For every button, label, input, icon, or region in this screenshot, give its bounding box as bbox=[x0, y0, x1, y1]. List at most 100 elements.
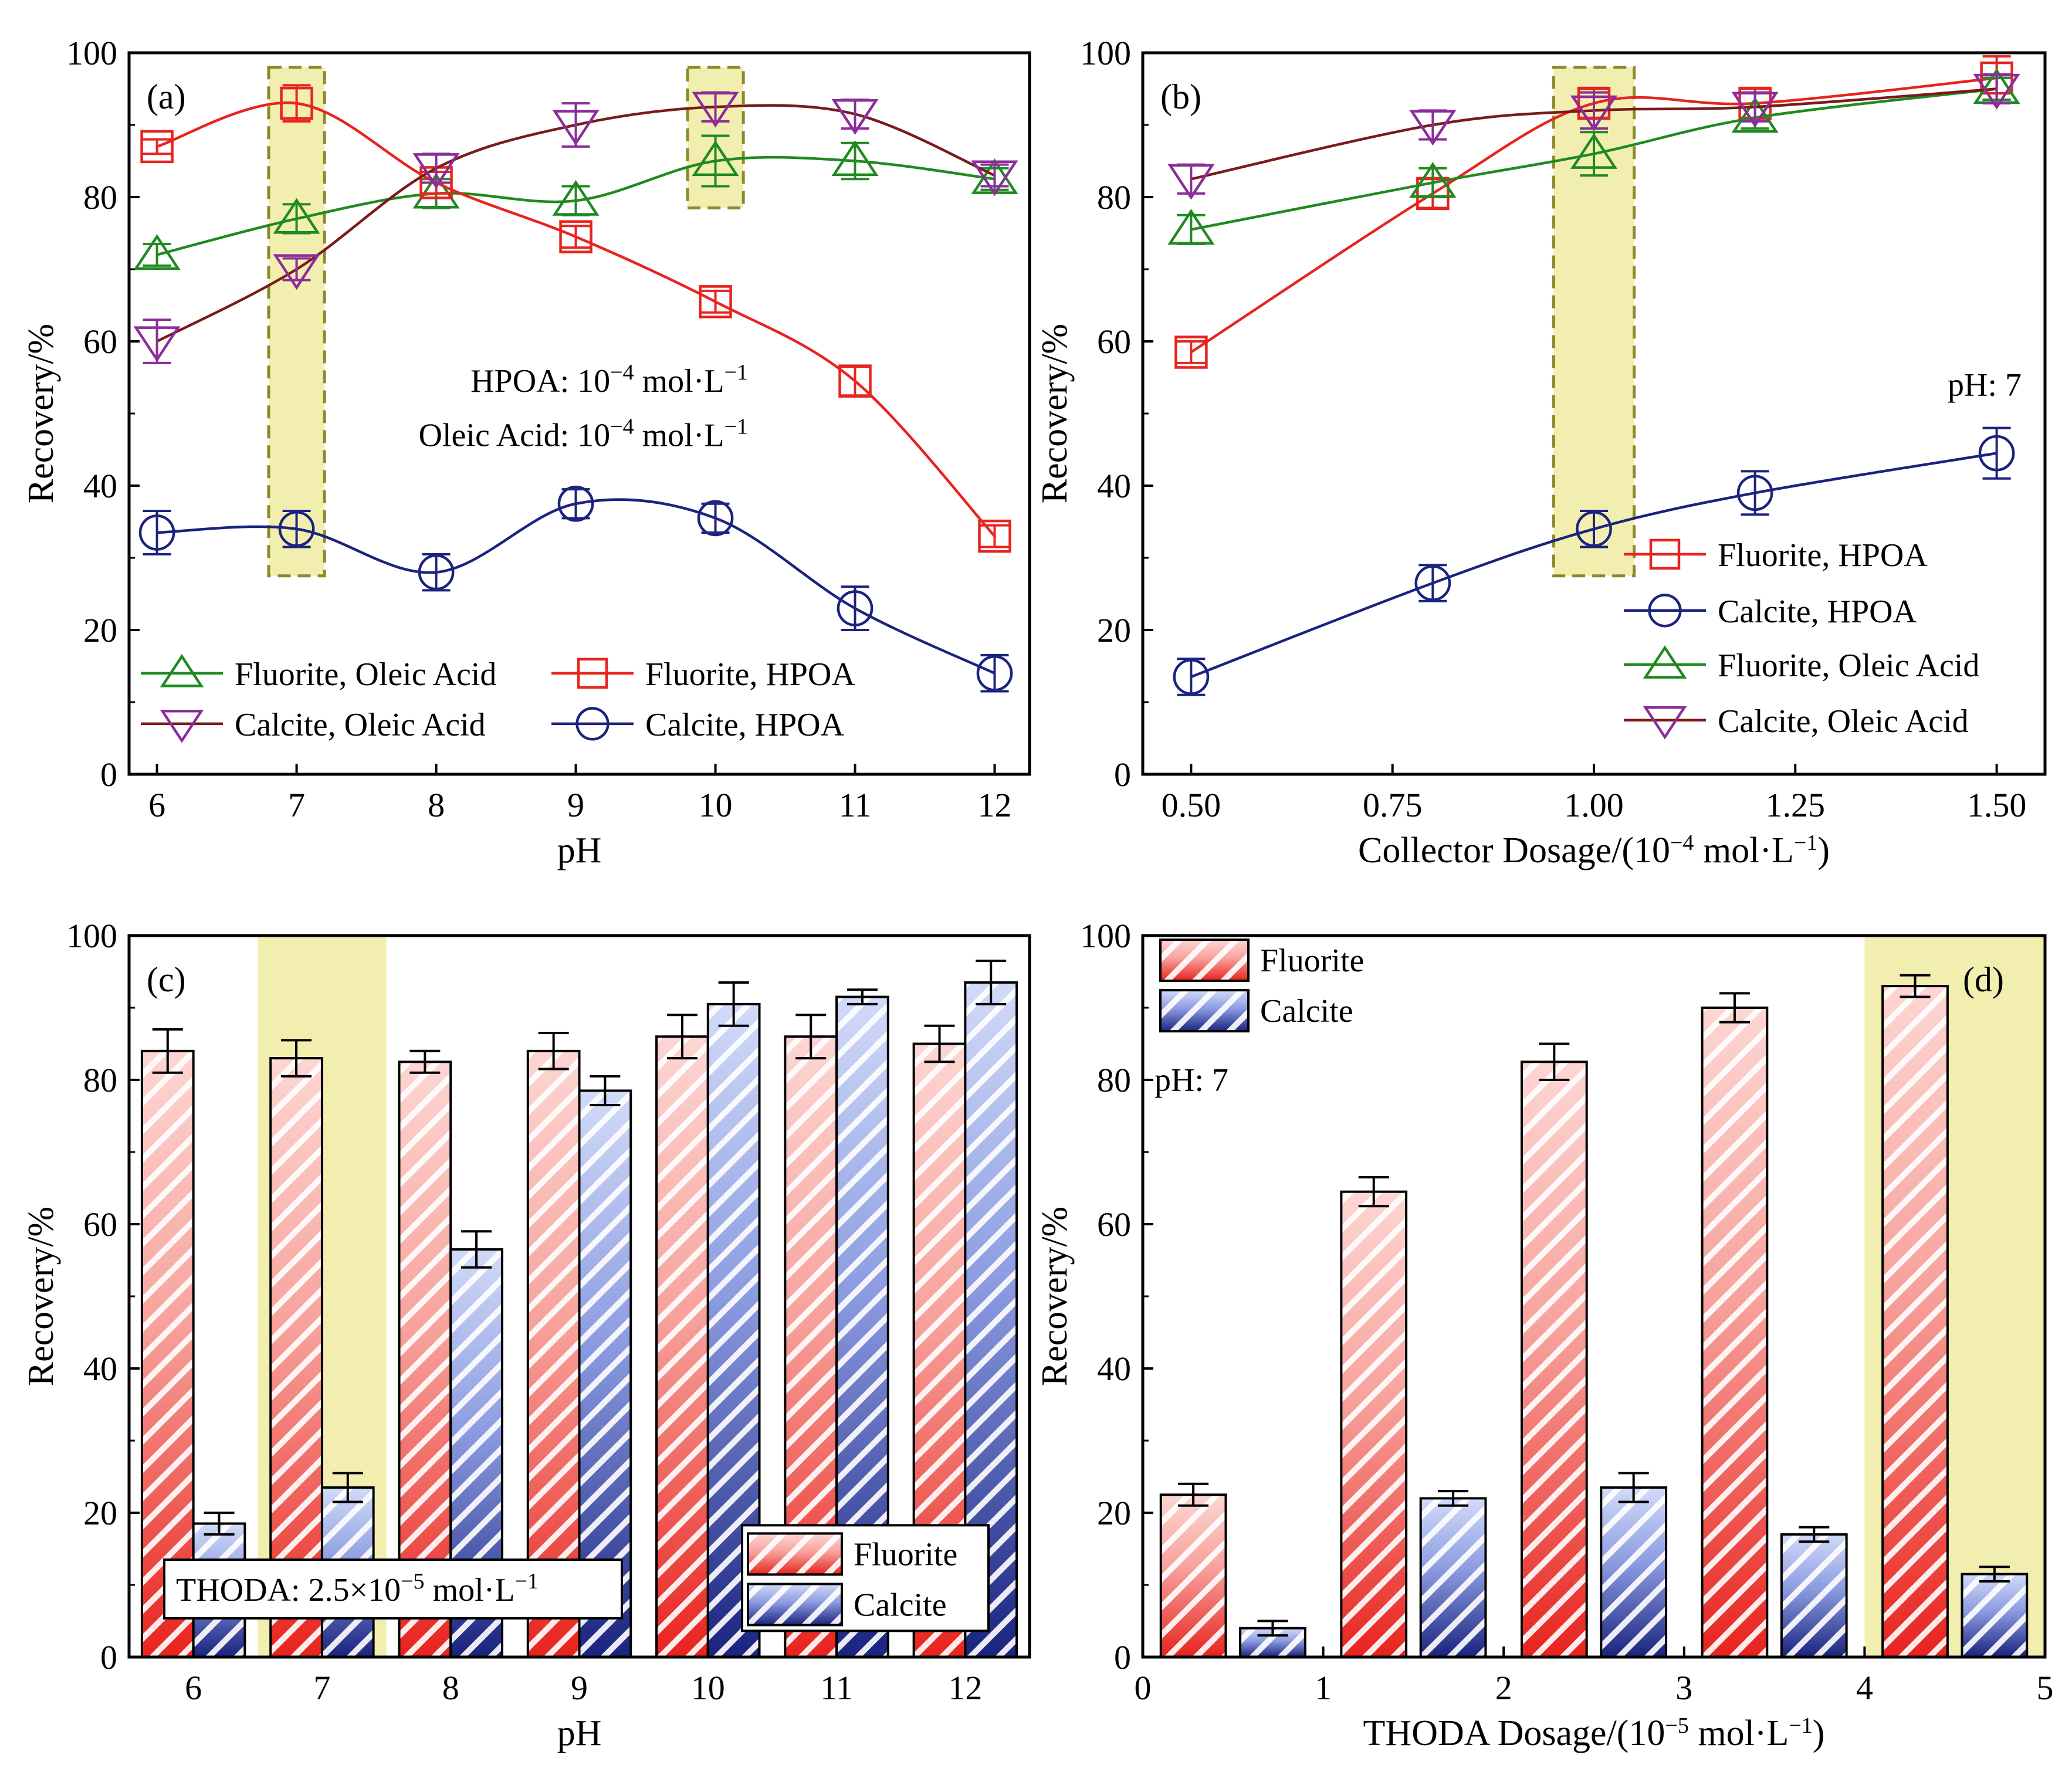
legend-label: Fluorite bbox=[1260, 943, 1364, 979]
plot-frame bbox=[127, 934, 1031, 1659]
text-span: mol·L bbox=[1689, 1713, 1789, 1753]
bar-hatch bbox=[1600, 1486, 1668, 1658]
legend-label: Calcite, HPOA bbox=[645, 707, 845, 743]
y-tick-label: 20 bbox=[1097, 1494, 1131, 1532]
x-tick-label: 12 bbox=[948, 1669, 982, 1707]
plot-frame bbox=[1141, 934, 2047, 1659]
data-point bbox=[1576, 510, 1612, 547]
data-point bbox=[273, 198, 320, 234]
series-line bbox=[1190, 76, 1997, 354]
marker-bg bbox=[838, 364, 873, 399]
x-tick-label: 0.50 bbox=[1162, 786, 1221, 824]
y-tick-label: 60 bbox=[1097, 323, 1131, 361]
data-point bbox=[1736, 475, 1773, 511]
data-point bbox=[273, 254, 320, 290]
data-point bbox=[1731, 97, 1779, 133]
marker-bg bbox=[977, 519, 1013, 554]
x-tick-label: 6 bbox=[185, 1669, 202, 1707]
superscript: −4 bbox=[1670, 831, 1694, 855]
marker-bg bbox=[558, 219, 594, 255]
x-tick-label: 2 bbox=[1495, 1669, 1512, 1707]
x-tick-label: 10 bbox=[699, 786, 733, 824]
x-tick-label: 7 bbox=[313, 1669, 330, 1707]
panel-c: 0 20 40 60 80 100 6 7 8 9 10 11 12 Recovery/% (c) pH Flu… bbox=[21, 917, 1031, 1753]
y-tick-label: 20 bbox=[83, 611, 117, 649]
legend-label: Fluorite, HPOA bbox=[1718, 537, 1928, 574]
panel-label: (a) bbox=[147, 77, 186, 116]
bar-hatch bbox=[269, 1057, 323, 1658]
panel-d: 0 20 40 60 80 100 0 1 2 3 4 5 Recovery/% (d) THODA Dos… bbox=[1035, 917, 2054, 1753]
text-span: THODA: 2.5×10 bbox=[176, 1572, 401, 1608]
bar-hatch bbox=[1159, 1493, 1227, 1658]
data-point bbox=[140, 130, 174, 164]
y-tick-label: 40 bbox=[1097, 1350, 1131, 1388]
x-tick-label: 8 bbox=[428, 786, 445, 824]
data-point bbox=[133, 326, 181, 363]
y-tick-label: 40 bbox=[83, 467, 117, 505]
data-point bbox=[1978, 435, 2015, 472]
x-tick-label: 5 bbox=[2037, 1669, 2054, 1707]
panel-label: (c) bbox=[147, 960, 186, 999]
y-tick-label: 80 bbox=[83, 178, 117, 216]
data-point bbox=[1414, 565, 1451, 601]
y-tick-label: 80 bbox=[83, 1061, 117, 1099]
bar-hatch bbox=[1419, 1497, 1487, 1658]
data-point bbox=[138, 514, 175, 551]
legend-swatch-hatch bbox=[1159, 939, 1250, 983]
x-tick-label: 0 bbox=[1135, 1669, 1152, 1707]
annotation: THODA: 2.5×10−5 mol·L−1 bbox=[176, 1569, 539, 1608]
legend-label: Calcite bbox=[854, 1587, 947, 1623]
marker-bg bbox=[140, 129, 175, 164]
legend-marker bbox=[160, 710, 204, 743]
x-tick-label: 3 bbox=[1675, 1669, 1692, 1707]
legend-label: Calcite bbox=[1260, 993, 1353, 1029]
panel-label: (d) bbox=[1963, 960, 2004, 999]
data-point bbox=[552, 110, 600, 146]
text-span: THODA Dosage/(10 bbox=[1363, 1713, 1665, 1753]
x-tick-label: 9 bbox=[567, 786, 584, 824]
legend-swatch-hatch bbox=[1159, 989, 1250, 1033]
data-point bbox=[278, 510, 315, 547]
panel-b: 0 20 40 60 80 100 0.50 0.75 1.00 1.25 1.50 Recovery… bbox=[1035, 34, 2047, 870]
text-span: mol·L bbox=[634, 363, 724, 399]
legend-label: Fluorite bbox=[854, 1536, 957, 1573]
text-span: mol·L bbox=[634, 417, 724, 453]
bar-hatch bbox=[1701, 1007, 1769, 1658]
superscript: −1 bbox=[724, 414, 748, 439]
annotation: pH: 7 bbox=[1155, 1062, 1228, 1098]
data-point bbox=[1409, 110, 1457, 146]
x-tick-label: 8 bbox=[442, 1669, 459, 1707]
data-point bbox=[418, 554, 455, 591]
x-axis-label: pH bbox=[557, 831, 602, 870]
data-point bbox=[412, 172, 460, 209]
data-point bbox=[831, 140, 879, 177]
y-tick-label: 0 bbox=[1114, 1638, 1131, 1676]
plot-frame bbox=[127, 51, 1031, 776]
x-axis-label: pH bbox=[557, 1713, 602, 1753]
y-tick-label: 40 bbox=[1097, 467, 1131, 505]
data-point bbox=[1167, 164, 1215, 200]
y-axis-label: Recovery/% bbox=[1035, 324, 1075, 503]
bar-hatch bbox=[1780, 1533, 1848, 1658]
y-tick-label: 0 bbox=[100, 1638, 117, 1676]
legend-label: Calcite, HPOA bbox=[1718, 594, 1917, 630]
superscript: −5 bbox=[1665, 1713, 1688, 1738]
legend-marker bbox=[1648, 594, 1682, 628]
bar-hatch bbox=[1520, 1061, 1588, 1658]
annotation: HPOA: 10−4 mol·L−1 bbox=[470, 360, 748, 399]
data-point bbox=[838, 364, 872, 398]
text-span: ) bbox=[1813, 1713, 1825, 1753]
data-point bbox=[1174, 336, 1208, 369]
marker-bg bbox=[1173, 334, 1208, 370]
y-axis-label: Recovery/% bbox=[1035, 1207, 1075, 1386]
x-tick-label: 4 bbox=[1856, 1669, 1873, 1707]
legend-label: Fluorite, Oleic Acid bbox=[235, 656, 496, 693]
x-tick-label: 1.50 bbox=[1967, 786, 2027, 824]
y-tick-label: 100 bbox=[1080, 34, 1131, 72]
data-point bbox=[1570, 95, 1618, 131]
panel-label: (b) bbox=[1160, 77, 1201, 116]
data-point bbox=[978, 519, 1011, 553]
legend-label: Fluorite, HPOA bbox=[645, 656, 855, 693]
superscript: −1 bbox=[1789, 1713, 1812, 1738]
legend-label: Calcite, Oleic Acid bbox=[1718, 703, 1969, 740]
